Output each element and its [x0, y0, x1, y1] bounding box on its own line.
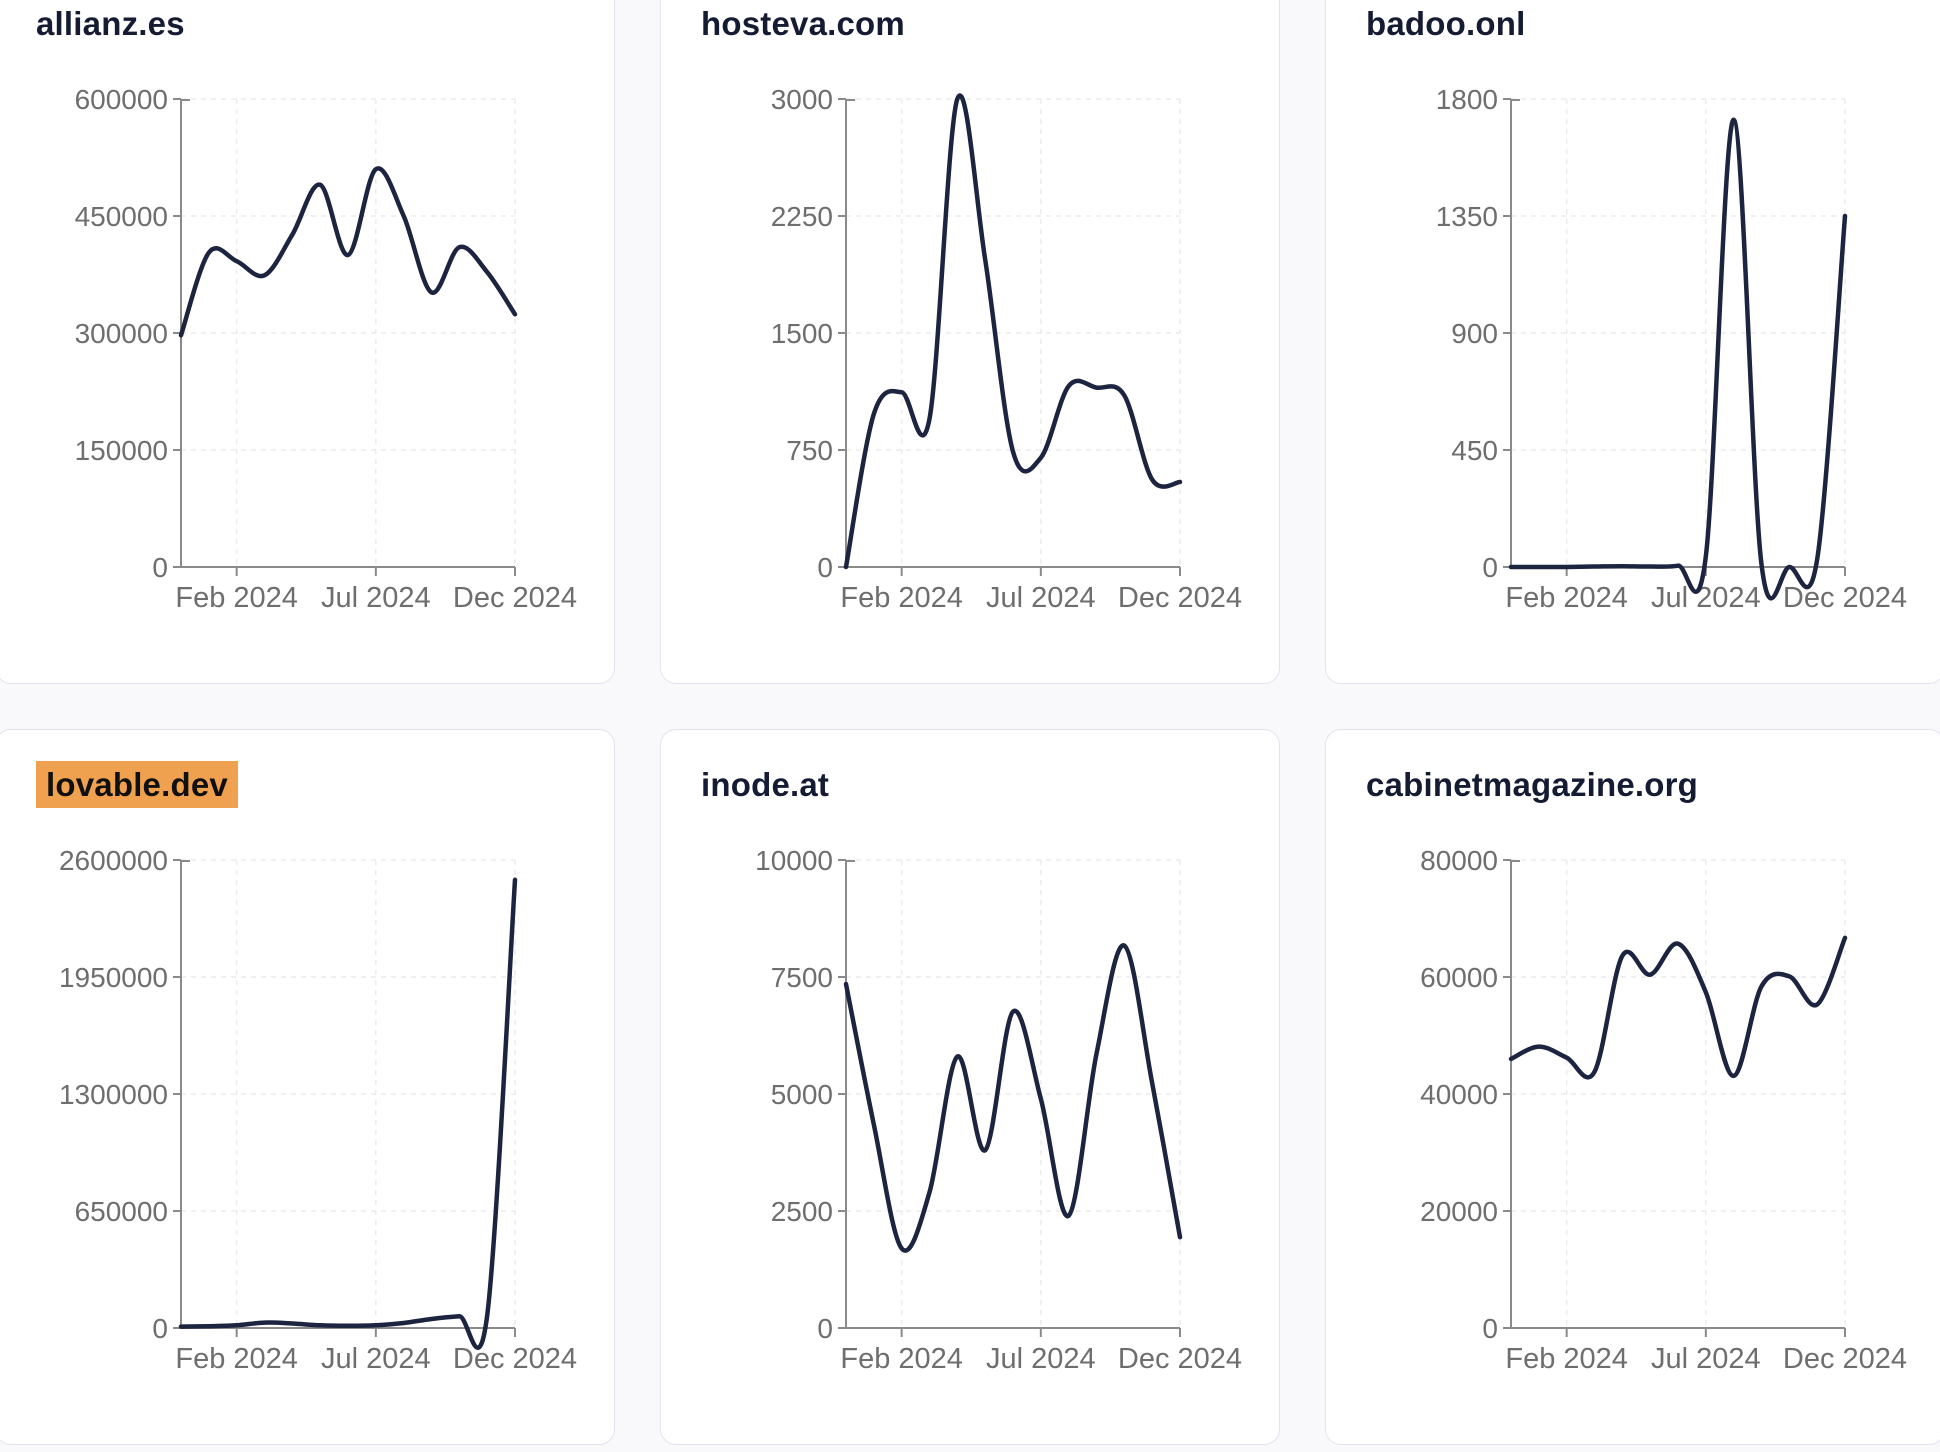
chart-card-cabinetmagazine-org: cabinetmagazine.org 0 20000 40000 60000 8000… — [1325, 729, 1940, 1445]
svg-text:60000: 60000 — [1420, 962, 1498, 993]
line-chart-svg: 0 450 900 1350 1800 Feb 2024 Jul 2024 Dec 2024 — [1436, 84, 1907, 614]
svg-text:600000: 600000 — [75, 84, 168, 115]
svg-text:1500: 1500 — [771, 318, 833, 349]
svg-text:0: 0 — [817, 1313, 833, 1344]
svg-text:Dec 2024: Dec 2024 — [1118, 1343, 1242, 1375]
chart-title-row: hosteva.com — [701, 5, 905, 43]
chart-title[interactable]: allianz.es — [36, 5, 185, 42]
svg-text:0: 0 — [152, 1313, 168, 1344]
svg-text:Feb 2024: Feb 2024 — [840, 582, 963, 614]
svg-text:0: 0 — [817, 552, 833, 583]
svg-text:Feb 2024: Feb 2024 — [175, 1343, 298, 1375]
svg-text:5000: 5000 — [771, 1079, 833, 1110]
chart-title-row: badoo.onl — [1366, 5, 1525, 43]
svg-text:2500: 2500 — [771, 1196, 833, 1227]
svg-text:Jul 2024: Jul 2024 — [1651, 1343, 1761, 1375]
svg-text:1800: 1800 — [1436, 84, 1498, 115]
svg-text:20000: 20000 — [1420, 1196, 1498, 1227]
svg-text:1300000: 1300000 — [59, 1079, 168, 1110]
svg-text:Feb 2024: Feb 2024 — [840, 1343, 963, 1375]
chart-title-row: allianz.es — [36, 5, 185, 43]
line-chart-svg: 0 2500 5000 7500 10000 Feb 2024 Jul 2024 Dec 20… — [755, 845, 1242, 1375]
line-chart-svg: 0 150000 300000 450000 600000 Feb 2024 Jul 202… — [75, 84, 578, 614]
svg-text:Dec 2024: Dec 2024 — [453, 582, 577, 614]
chart-card-lovable-dev: lovable.dev 0 650000 1300000 1950000 2600000… — [0, 729, 615, 1445]
chart-title-row: inode.at — [701, 766, 829, 804]
svg-text:450000: 450000 — [75, 201, 168, 232]
svg-text:150000: 150000 — [75, 435, 168, 466]
svg-text:3000: 3000 — [771, 84, 833, 115]
svg-text:Jul 2024: Jul 2024 — [1651, 582, 1761, 614]
svg-text:1350: 1350 — [1436, 201, 1498, 232]
svg-text:Dec 2024: Dec 2024 — [1118, 582, 1242, 614]
chart-card-inode-at: inode.at 0 2500 5000 7500 10000 Feb 2024 Jul 2… — [660, 729, 1280, 1445]
svg-text:Jul 2024: Jul 2024 — [986, 1343, 1096, 1375]
svg-text:0: 0 — [1482, 1313, 1498, 1344]
chart-title[interactable]: cabinetmagazine.org — [1366, 766, 1699, 803]
chart-card-hosteva-com: hosteva.com 0 750 1500 2250 3000 Feb 2024 Jul … — [660, 0, 1280, 684]
svg-text:650000: 650000 — [75, 1196, 168, 1227]
line-chart-svg: 0 650000 1300000 1950000 2600000 Feb 2024 Jul … — [59, 845, 577, 1375]
svg-text:Jul 2024: Jul 2024 — [321, 1343, 431, 1375]
chart-title[interactable]: badoo.onl — [1366, 5, 1526, 42]
svg-text:Dec 2024: Dec 2024 — [1783, 1343, 1907, 1375]
svg-text:10000: 10000 — [755, 845, 833, 876]
svg-text:Jul 2024: Jul 2024 — [321, 582, 431, 614]
line-chart-svg: 0 750 1500 2250 3000 Feb 2024 Jul 2024 Dec 2024 — [771, 84, 1242, 614]
svg-text:Dec 2024: Dec 2024 — [1783, 582, 1907, 614]
svg-text:7500: 7500 — [771, 962, 833, 993]
chart-title[interactable]: inode.at — [701, 766, 830, 803]
svg-text:900: 900 — [1451, 318, 1498, 349]
svg-text:40000: 40000 — [1420, 1079, 1498, 1110]
svg-text:1950000: 1950000 — [59, 962, 168, 993]
chart-card-allianz-es: allianz.es 0 150000 300000 450000 600000 Feb … — [0, 0, 615, 684]
svg-text:2250: 2250 — [771, 201, 833, 232]
svg-text:Dec 2024: Dec 2024 — [453, 1343, 577, 1375]
svg-text:300000: 300000 — [75, 318, 168, 349]
svg-text:2600000: 2600000 — [59, 845, 168, 876]
chart-title-row: cabinetmagazine.org — [1366, 766, 1698, 804]
chart-title[interactable]: lovable.dev — [36, 761, 238, 808]
svg-text:Feb 2024: Feb 2024 — [175, 582, 298, 614]
svg-text:Feb 2024: Feb 2024 — [1505, 582, 1628, 614]
svg-text:0: 0 — [152, 552, 168, 583]
chart-title-row: lovable.dev — [36, 761, 238, 808]
svg-text:450: 450 — [1451, 435, 1498, 466]
svg-text:750: 750 — [786, 435, 833, 466]
chart-title[interactable]: hosteva.com — [701, 5, 905, 42]
svg-text:Jul 2024: Jul 2024 — [986, 582, 1096, 614]
svg-text:80000: 80000 — [1420, 845, 1498, 876]
svg-text:Feb 2024: Feb 2024 — [1505, 1343, 1628, 1375]
chart-card-badoo-onl: badoo.onl 0 450 900 1350 1800 Feb 2024 Jul 202… — [1325, 0, 1940, 684]
line-chart-svg: 0 20000 40000 60000 80000 Feb 2024 Jul 2024 Dec… — [1420, 845, 1907, 1375]
svg-text:0: 0 — [1482, 552, 1498, 583]
